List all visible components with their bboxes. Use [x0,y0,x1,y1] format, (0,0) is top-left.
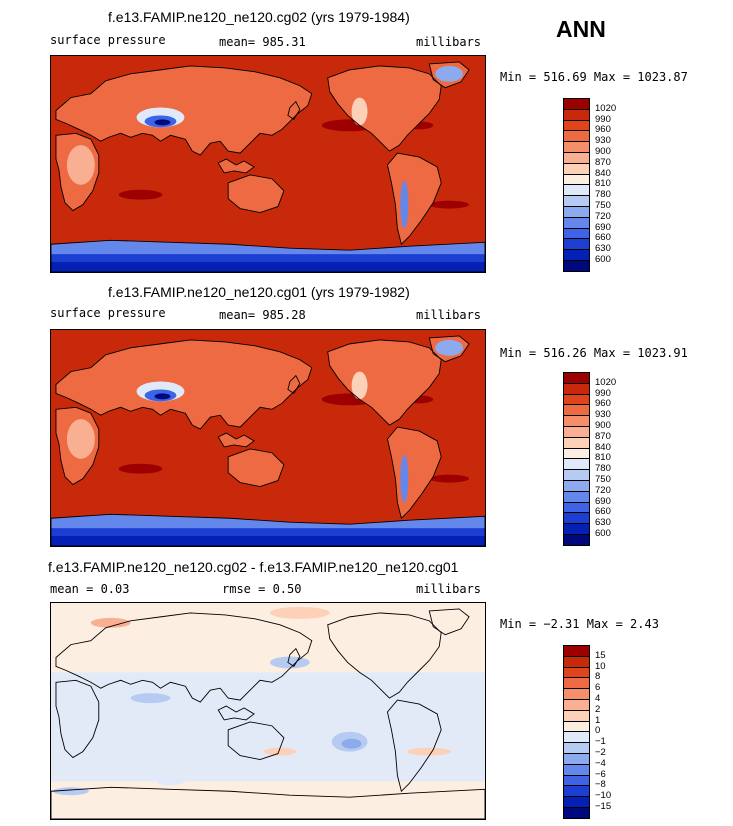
panel-2-minmax: Min = 516.26 Max = 1023.91 [500,346,688,360]
colorbar-tick-label: 840 [595,441,611,453]
colorbar-tick-label: 4 [595,693,601,704]
colorbar-swatch [563,260,590,272]
colorbar-tick-label: 720 [595,210,611,222]
colorbar-tick-label: 660 [595,232,611,244]
panel-3-map [50,602,486,820]
colorbar-tick-label: 1020 [595,102,617,114]
colorbar-tick-label: 780 [595,463,611,475]
colorbar-tick-label: 0 [595,725,601,737]
colorbar-tick-label: 2 [595,703,601,715]
colorbar-tick-label: 10 [595,660,606,672]
panel-2-map [50,329,486,547]
colorbar-tick-label: −10 [595,790,612,802]
panel-3-units: millibars [416,582,482,596]
colorbar-tick-label: 780 [595,189,611,201]
panel-1-colorbar: 1020 990 960 930 900 870 840 810 780 750 720 690 660… [563,98,643,272]
map-field [51,56,485,272]
season-label: ANN [556,16,606,42]
panel-2-title: f.e13.FAMIP.ne120_ne120.cg01 (yrs 1979-1… [108,284,410,300]
colorbar-tick-label: 720 [595,484,611,496]
panel-3-rmse: rmse = 0.50 [222,582,302,596]
colorbar-tick-label: 990 [595,113,611,125]
colorbar-tick-label: 15 [595,649,606,661]
panel-2-variable-label: surface pressure [50,306,166,320]
colorbar-tick-label: 6 [595,682,601,694]
colorbar-tick-label: 690 [595,221,611,233]
colorbar-tick-label: 690 [595,495,611,507]
colorbar-swatch [563,807,590,819]
colorbar-tick-label: 1020 [595,376,617,388]
colorbar-tick-label: 750 [595,474,611,485]
colorbar-tick-label: −1 [595,736,606,748]
colorbar-tick-label: 930 [595,409,611,421]
colorbar-tick-label: 750 [595,200,611,211]
colorbar-tick-label: 660 [595,506,611,518]
map-field [51,603,485,819]
colorbar-tick-label: 600 [595,254,611,265]
colorbar-tick-label: 900 [595,146,611,157]
panel-3-mean: mean = 0.03 [50,582,130,596]
colorbar-tick-label: 630 [595,517,611,529]
colorbar-tick-label: 810 [595,178,611,190]
colorbar-tick-label: −15 [595,801,612,812]
colorbar-tick-label: 870 [595,430,611,442]
colorbar-tick-label: 810 [595,452,611,464]
panel-1-variable-label: surface pressure [50,33,166,47]
panel-1-title: f.e13.FAMIP.ne120_ne120.cg02 (yrs 1979-1… [108,9,410,25]
colorbar-tick-label: −4 [595,757,606,769]
panel-3-minmax: Min = −2.31 Max = 2.43 [500,617,659,631]
colorbar-tick-label: 1 [595,714,601,726]
panel-2-colorbar: 1020 990 960 930 900 870 840 810 780 750 720 690 660… [563,372,643,546]
colorbar-tick-label: 930 [595,135,611,147]
colorbar-tick-label: 900 [595,420,611,431]
colorbar-tick-label: 8 [595,671,601,683]
panel-1-minmax: Min = 516.69 Max = 1023.87 [500,70,688,84]
colorbar-tick-label: 870 [595,156,611,168]
colorbar-tick-label: −8 [595,779,606,791]
colorbar-tick-label: 840 [595,167,611,179]
panel-3-colorbar: 15 10 8 6 4 2 1 0 −1 −2 −4 −6 −8 −10 −15 [563,645,643,819]
colorbar-tick-label: −2 [595,747,606,758]
colorbar-tick-label: −6 [595,768,606,780]
panel-1-map [50,55,486,273]
colorbar-swatch [563,534,590,546]
panel-2-units: millibars [416,308,482,322]
panel-3-title: f.e13.FAMIP.ne120_ne120.cg02 - f.e13.FAM… [48,559,459,575]
colorbar-tick-label: 630 [595,243,611,255]
panel-1-units: millibars [416,35,482,49]
map-field [51,330,485,546]
colorbar-tick-label: 990 [595,387,611,399]
colorbar-tick-label: 960 [595,124,611,136]
colorbar-tick-label: 960 [595,398,611,410]
panel-2-mean: mean= 985.28 [219,308,306,322]
panel-1-mean: mean= 985.31 [219,35,306,49]
colorbar-tick-label: 600 [595,528,611,539]
